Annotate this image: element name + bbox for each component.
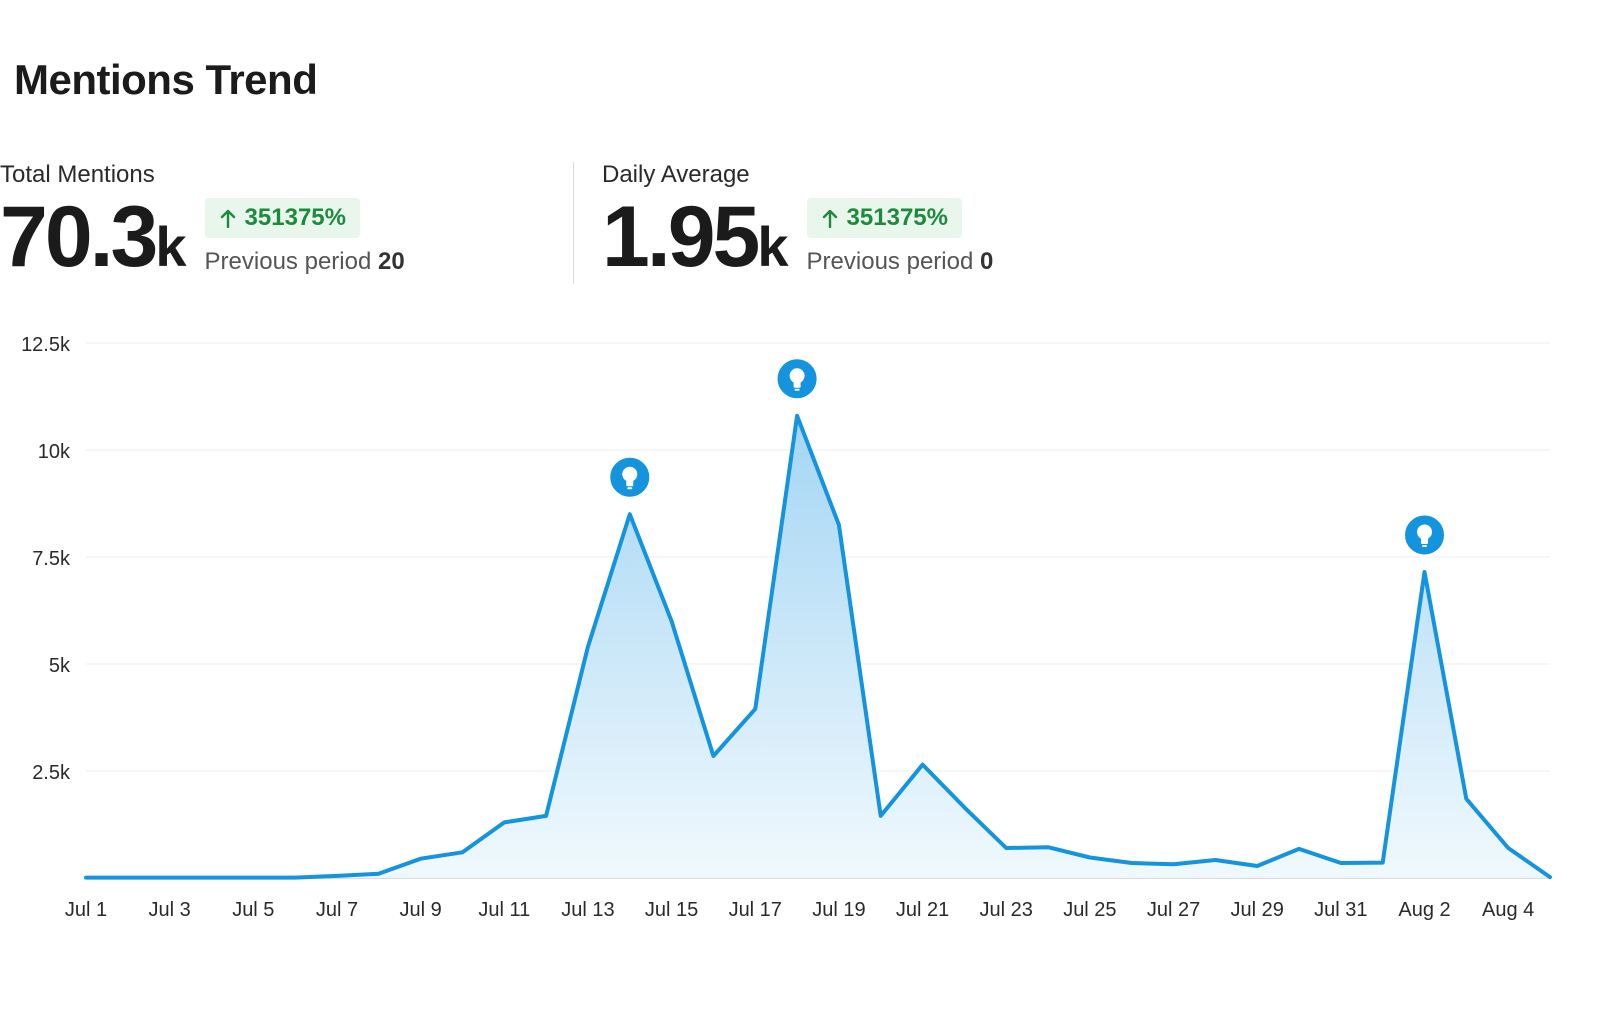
total-mentions-delta-badge: 351375% (204, 198, 360, 238)
total-mentions-number: 70.3 (0, 189, 158, 285)
x-tick-label: Jul 27 (1147, 899, 1200, 921)
arrow-up-icon (822, 209, 837, 228)
x-tick-label: Jul 5 (232, 899, 274, 921)
x-tick-label: Jul 3 (149, 899, 191, 921)
x-tick-label: Jul 31 (1314, 899, 1367, 921)
x-tick-label: Jul 19 (812, 899, 865, 921)
total-previous-period: Previous period 20 (205, 248, 405, 276)
total-previous-value: 20 (377, 248, 405, 275)
page-title: Mentions Trend (14, 56, 318, 103)
daily-average-value: 1.95k (602, 194, 789, 290)
daily-average-delta-badge: 351375% (806, 198, 962, 238)
mentions-line (84, 413, 1552, 880)
daily-previous-label: Previous period (806, 248, 974, 275)
y-tick-label: 5k (49, 655, 71, 677)
total-mentions-value: 70.3k (0, 194, 187, 290)
x-tick-label: Jul 1 (65, 899, 107, 921)
x-tick-label: Aug 4 (1482, 899, 1534, 921)
daily-average-unit: k (757, 215, 789, 278)
lightbulb-icon[interactable] (607, 454, 653, 500)
daily-average-delta: 351375% (846, 204, 948, 231)
stats-divider (573, 162, 574, 284)
total-mentions-delta: 351375% (244, 204, 346, 231)
x-tick-label: Jul 15 (645, 899, 698, 921)
daily-average-label: Daily Average (602, 161, 750, 188)
x-tick-label: Jul 11 (478, 899, 530, 921)
x-tick-label: Jul 29 (1231, 899, 1284, 921)
lightbulb-icon[interactable] (774, 356, 820, 402)
y-tick-label: 10k (38, 441, 71, 463)
lightbulb-icon[interactable] (1402, 512, 1448, 558)
x-tick-label: Jul 21 (896, 899, 949, 921)
mentions-area (86, 415, 1550, 878)
daily-average-number: 1.95 (602, 189, 760, 285)
mentions-trend-chart: 2.5k 5k 7.5k 10k 12.5k Jul 1 Jul 3 Jul 5 Jul 7 Ju… (21, 334, 1552, 921)
x-tick-label: Jul 23 (980, 899, 1033, 921)
x-tick-label: Jul 13 (561, 899, 614, 921)
y-tick-label: 7.5k (32, 548, 71, 570)
daily-previous-period: Previous period 0 (807, 248, 994, 276)
arrow-up-icon (220, 209, 235, 228)
y-tick-label: 12.5k (21, 334, 71, 356)
total-previous-label: Previous period (204, 248, 372, 275)
x-tick-label: Jul 17 (729, 899, 782, 921)
x-tick-label: Aug 2 (1398, 899, 1450, 921)
total-mentions-label: Total Mentions (0, 161, 155, 188)
daily-previous-value: 0 (979, 248, 994, 275)
x-tick-label: Jul 7 (316, 899, 358, 921)
total-mentions-stat: Total Mentions 70.3k 351375% Previous pe… (0, 160, 405, 290)
daily-average-stat: Daily Average 1.95k 351375% Previous per… (602, 160, 993, 290)
x-tick-label: Jul 9 (400, 899, 442, 921)
total-mentions-unit: k (155, 215, 187, 278)
y-tick-label: 2.5k (32, 762, 71, 784)
x-tick-label: Jul 25 (1063, 899, 1116, 921)
